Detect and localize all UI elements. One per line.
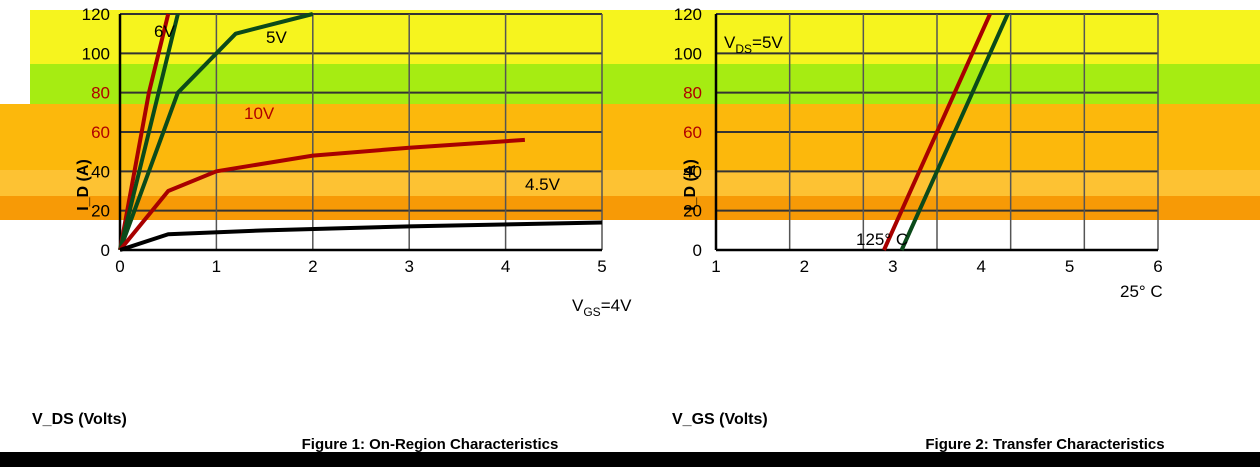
- chart-1: 0 20 40 60 80 100 120 0 1 2 3 4 5 I_D (A) V_DS (Volts)…: [32, 5, 607, 453]
- y-tick-label: 0: [101, 241, 110, 260]
- x-tick-label: 5: [597, 257, 606, 276]
- label-125c: 125° C: [856, 230, 908, 249]
- dark-orange-band: [0, 196, 1260, 220]
- series-curve: [882, 13, 992, 251]
- y-tick-label: 100: [82, 44, 110, 63]
- lime-band: [30, 64, 1260, 104]
- chart-2: 0 20 40 60 80 100 120 1 2 3 4 5 6 I_D (A) V_GS (Volts)…: [672, 5, 1165, 453]
- label-25c: 25° C: [1120, 282, 1163, 301]
- footer-bar: [0, 452, 1260, 467]
- y-tick-label: 60: [683, 123, 702, 142]
- series-curve: [899, 13, 1010, 251]
- series-curve: [118, 13, 171, 251]
- label-vgs-4v: VGS=4V: [572, 296, 632, 319]
- y-tick-label: 20: [91, 202, 110, 221]
- y-tick-label: 80: [91, 84, 110, 103]
- x-tick-label: 1: [212, 257, 221, 276]
- y-tick-label: 0: [693, 241, 702, 260]
- x-tick-label: 2: [800, 257, 809, 276]
- series-curve: [118, 137, 526, 252]
- y-tick-label: 80: [683, 84, 702, 103]
- x-axis-title: V_GS (Volts): [672, 411, 768, 428]
- label-10v: 10V: [244, 104, 275, 123]
- orange-band: [0, 104, 1260, 170]
- x-tick-label: 1: [711, 257, 720, 276]
- label-6v: 6V: [154, 22, 175, 41]
- x-tick-label: 2: [308, 257, 317, 276]
- y-tick-label: 120: [674, 5, 702, 24]
- y-tick-label: 40: [683, 162, 702, 181]
- x-tick-label: 4: [976, 257, 985, 276]
- series-curve: [119, 220, 603, 252]
- x-tick-label: 6: [1153, 257, 1162, 276]
- x-axis-title: V_DS (Volts): [32, 411, 127, 428]
- label-5v: 5V: [266, 28, 287, 47]
- y-tick-label: 120: [82, 5, 110, 24]
- x-tick-label: 4: [501, 257, 510, 276]
- y-tick-label: 20: [683, 202, 702, 221]
- y-tick-label: 40: [91, 162, 110, 181]
- x-tick-label: 5: [1065, 257, 1074, 276]
- x-tick-label: 3: [888, 257, 897, 276]
- y-tick-label: 60: [91, 123, 110, 142]
- x-tick-label: 0: [115, 257, 124, 276]
- label-vds-5v: VDS=5V: [724, 33, 783, 56]
- figure-caption: Figure 2: Transfer Characteristics: [925, 436, 1164, 453]
- x-tick-label: 3: [404, 257, 413, 276]
- series-curve: [118, 13, 180, 251]
- label-4-5v: 4.5V: [525, 175, 561, 194]
- series-curve: [118, 12, 314, 251]
- y-tick-label: 100: [674, 44, 702, 63]
- y-axis-title: I_D (A): [75, 159, 92, 211]
- y-axis-title: I_D (A): [682, 159, 699, 211]
- figure-caption: Figure 1: On-Region Characteristics: [302, 436, 559, 453]
